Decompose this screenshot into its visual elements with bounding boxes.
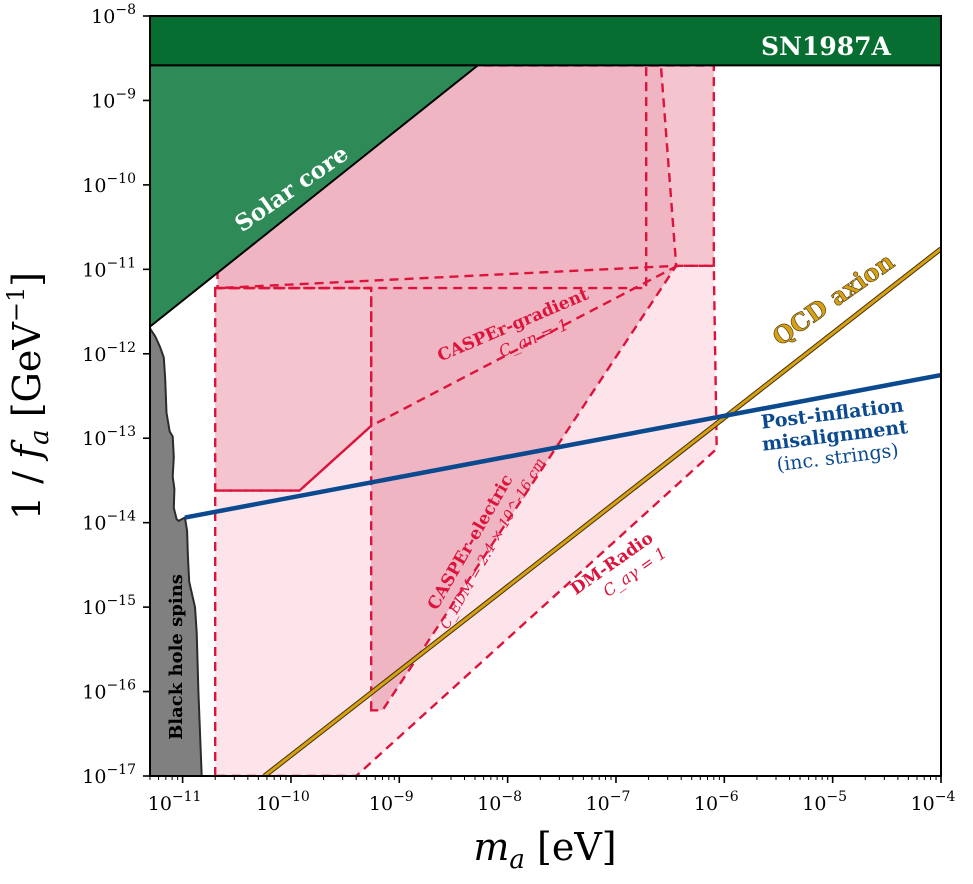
x-tick-label: 10−6 xyxy=(694,789,739,815)
x-axis-title: ma [eV] xyxy=(473,825,616,875)
x-axis-title-unit: [eV] xyxy=(525,825,617,869)
region-casper-electric-fill xyxy=(217,65,677,711)
y-tick-label: 10−9 xyxy=(91,86,136,112)
x-tick-label: 10−7 xyxy=(586,789,631,815)
y-axis-title-close: ] xyxy=(5,272,49,287)
line-qcd-axion xyxy=(263,247,941,776)
y-axis-title-unit: [GeV xyxy=(5,322,49,430)
region-sn1987a xyxy=(150,16,941,67)
y-tick-label: 10−13 xyxy=(82,424,136,450)
plot-frame xyxy=(149,15,942,777)
x-tick-label: 10−4 xyxy=(911,789,956,815)
x-axis-title-sub: a xyxy=(509,845,525,875)
y-tick-label: 10−10 xyxy=(82,171,136,197)
x-axis-title-var: m xyxy=(473,825,509,869)
line-post-inflation-misalignment xyxy=(184,372,941,520)
y-axis-title-pre: 1 / xyxy=(5,459,49,520)
y-tick-label: 10−8 xyxy=(91,2,136,28)
x-tick-label: 10−5 xyxy=(802,789,847,815)
plot-regions xyxy=(150,16,941,776)
y-tick-label: 10−14 xyxy=(82,509,136,535)
region-casper-gradient-fill xyxy=(215,65,714,491)
y-tick-label: 10−11 xyxy=(82,255,136,281)
plot-lines xyxy=(184,246,941,776)
region-casper-gradient-outline xyxy=(213,64,715,492)
x-tick-label: 10−10 xyxy=(256,789,310,815)
y-tick-label: 10−16 xyxy=(82,678,136,704)
y-axis-title: 1 / fa [GeV−1] xyxy=(2,272,55,520)
region-solar-core xyxy=(150,64,481,328)
y-tick-label: 10−15 xyxy=(82,593,136,619)
y-axis-title-exp: −1 xyxy=(2,287,30,322)
region-black-hole-spins xyxy=(150,326,203,776)
y-tick-label: 10−12 xyxy=(82,340,136,366)
x-tick-label: 10−11 xyxy=(148,789,202,815)
x-tick-label: 10−8 xyxy=(477,789,522,815)
x-tick-label: 10−9 xyxy=(369,789,414,815)
label-sn1987a: SN1987A xyxy=(761,32,891,61)
axis-ticks: 10−11 10−10 10−9 10−8 10−7 10−6 10−5 10−4 10−17 1… xyxy=(82,2,955,815)
y-tick-label: 10−17 xyxy=(82,762,136,788)
y-axis-title-sub: a xyxy=(25,429,55,445)
label-black-hole: Black hole spins xyxy=(166,574,187,740)
